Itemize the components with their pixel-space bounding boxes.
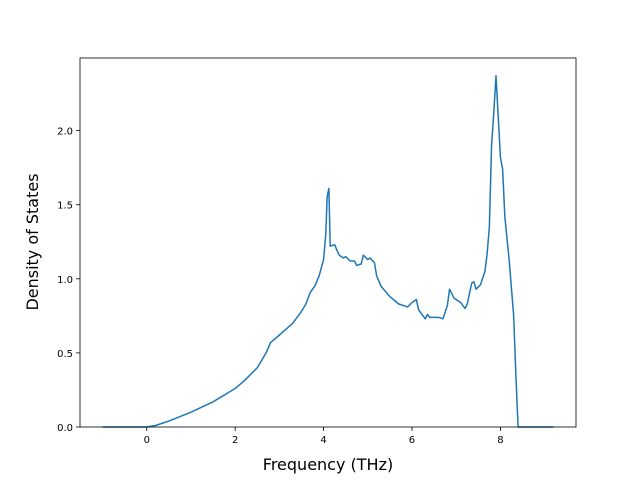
y-tick-label: 1.0 — [57, 275, 73, 286]
x-tick-label: 6 — [409, 435, 415, 446]
x-axis-label: Frequency (THz) — [263, 455, 393, 474]
plot-frame — [79, 57, 577, 428]
x-tick-label: 4 — [320, 435, 326, 446]
x-tick-label: 2 — [232, 435, 238, 446]
y-tick-label: 2.0 — [57, 127, 73, 138]
y-tick-label: 0.5 — [57, 349, 73, 360]
x-tick-label: 8 — [497, 435, 503, 446]
line — [102, 75, 554, 428]
y-tick-label: 0.0 — [57, 423, 73, 434]
y-tick-label: 1.5 — [57, 201, 73, 212]
y-axis-label: Density of States — [23, 173, 42, 310]
x-tick-label: 0 — [144, 435, 150, 446]
